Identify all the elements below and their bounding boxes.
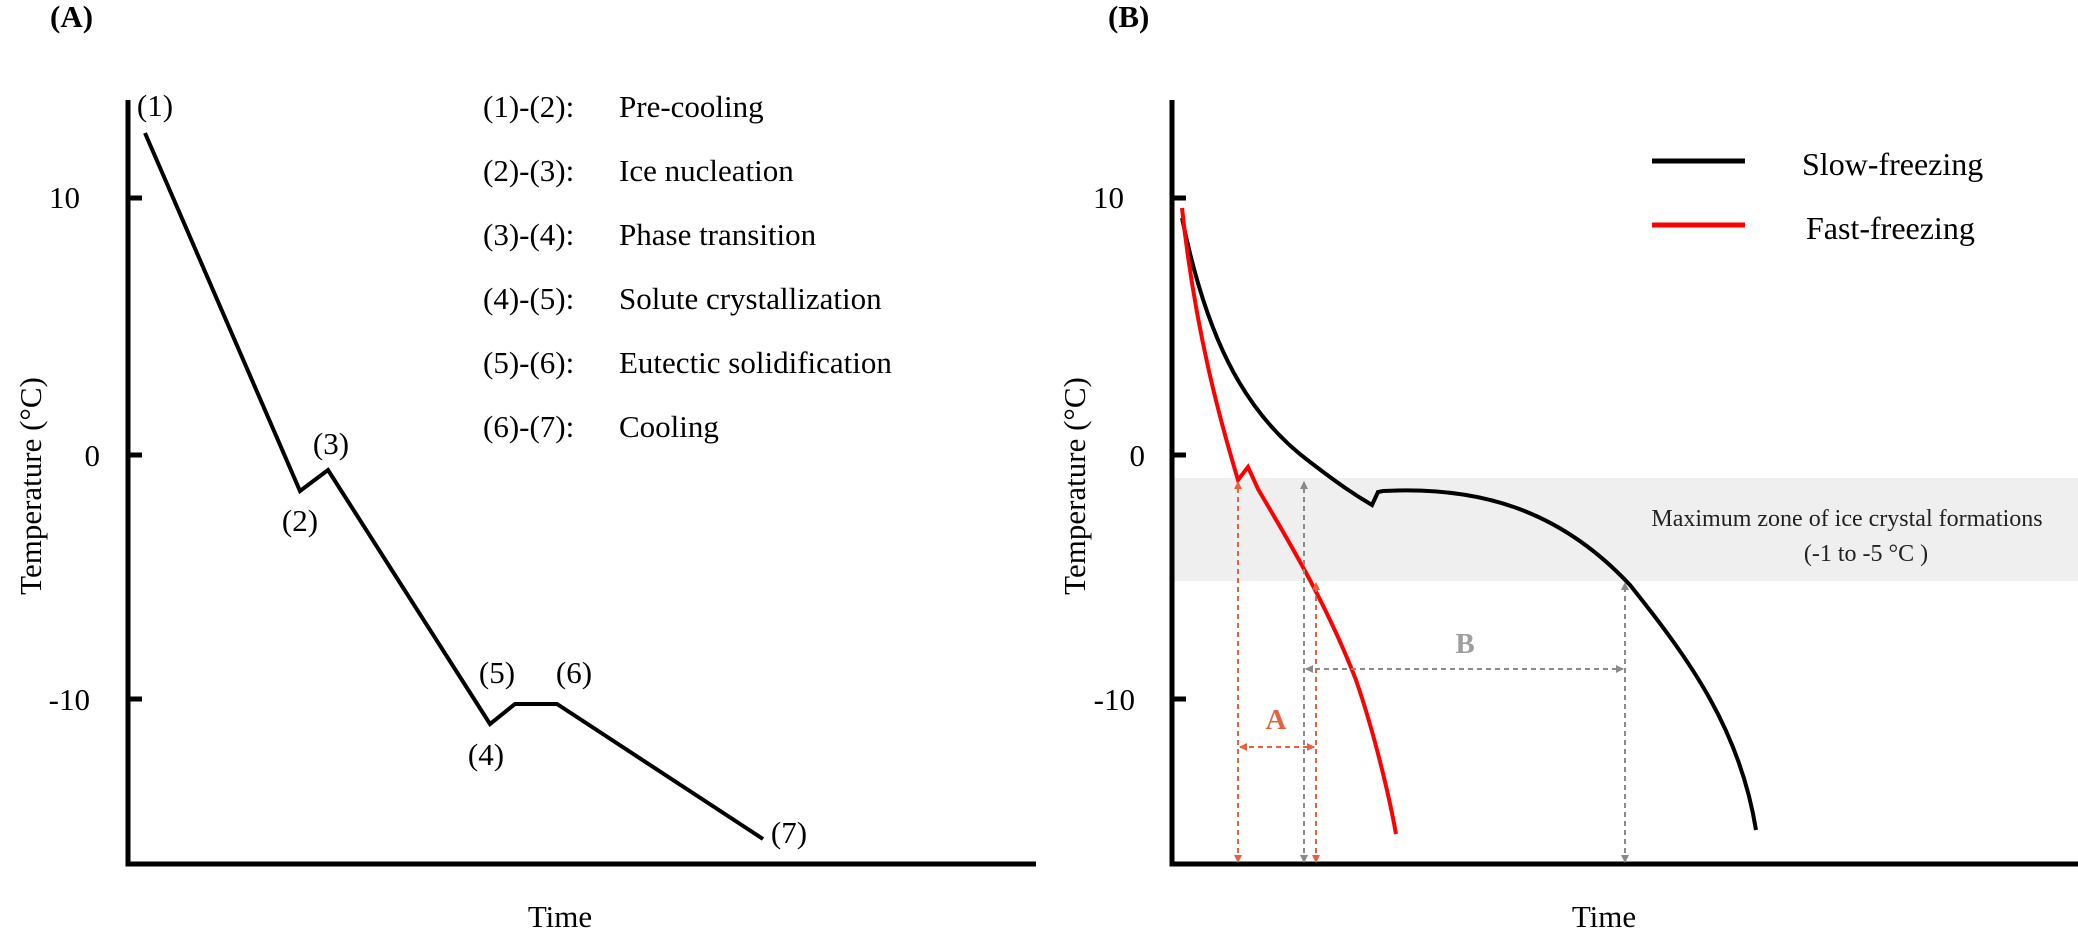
stage-range-1: (1)-(2): — [483, 89, 574, 124]
legend-fast-label: Fast-freezing — [1806, 210, 1975, 246]
panel-a-ytick-label-minus10: -10 — [49, 682, 90, 717]
panel-b-letter: (B) — [1108, 0, 1149, 34]
panel-a-ytick-label-0: 0 — [85, 438, 101, 473]
stage-range-4: (4)-(5): — [483, 281, 574, 316]
panel-b-ylabel: Temperature (°C) — [1057, 377, 1092, 595]
panel-a-point-2-label: (2) — [282, 503, 318, 538]
panel-b-xlabel: Time — [1572, 899, 1636, 930]
legend-slow-label: Slow-freezing — [1802, 146, 1983, 182]
stage-name-2: Ice nucleation — [619, 153, 794, 188]
stage-name-3: Phase transition — [619, 217, 817, 252]
panel-a-point-1-label: (1) — [137, 88, 173, 123]
interval-a-arrows: A — [1234, 481, 1320, 863]
panel-b-ytick-label-0: 0 — [1130, 438, 1146, 473]
ice-crystal-zone-label: Maximum zone of ice crystal formations — [1651, 506, 2042, 532]
panel-a-ytick-label-10: 10 — [49, 180, 80, 215]
stage-range-5: (5)-(6): — [483, 345, 574, 380]
stage-range-2: (2)-(3): — [483, 153, 574, 188]
panel-a-point-3-label: (3) — [313, 426, 349, 461]
panel-a-point-4-label: (4) — [468, 737, 504, 772]
panel-a-point-5-label: (5) — [479, 655, 515, 690]
panel-a-axes — [125, 100, 1036, 867]
panel-a: (A) 10 0 -10 Temperature (°C) Time (1) (… — [13, 0, 1036, 930]
panel-a-letter: (A) — [50, 0, 93, 34]
stage-name-5: Eutectic solidification — [619, 345, 892, 380]
panel-a-xlabel: Time — [528, 899, 592, 930]
panel-a-point-7-label: (7) — [771, 815, 807, 850]
panel-b: (B) 10 0 -10 Temperature (°C) Time Maxim… — [1057, 0, 2078, 930]
panel-a-freezing-curve — [143, 132, 765, 841]
stage-range-3: (3)-(4): — [483, 217, 574, 252]
interval-b-arrows: B — [1300, 481, 1629, 863]
interval-a-label: A — [1266, 704, 1287, 736]
stage-range-6: (6)-(7): — [483, 409, 574, 444]
stage-name-4: Solute crystallization — [619, 281, 882, 316]
panel-b-ytick-label-10: 10 — [1093, 180, 1124, 215]
interval-b-label: B — [1455, 628, 1474, 660]
ice-crystal-zone-band — [1172, 478, 2078, 581]
panel-a-ylabel: Temperature (°C) — [13, 377, 48, 595]
stage-name-1: Pre-cooling — [619, 89, 764, 124]
panel-b-axes — [1169, 100, 2078, 867]
slow-freezing-curve — [1180, 217, 1758, 831]
panel-a-stage-legend: (1)-(2): Pre-cooling (2)-(3): Ice nuclea… — [483, 89, 892, 444]
ice-crystal-zone-range: (-1 to -5 °C ) — [1804, 541, 1928, 567]
fast-freezing-curve — [1180, 207, 1398, 835]
stage-name-6: Cooling — [619, 409, 719, 444]
panel-a-point-6-label: (6) — [556, 655, 592, 690]
panel-b-ytick-label-minus10: -10 — [1094, 682, 1135, 717]
